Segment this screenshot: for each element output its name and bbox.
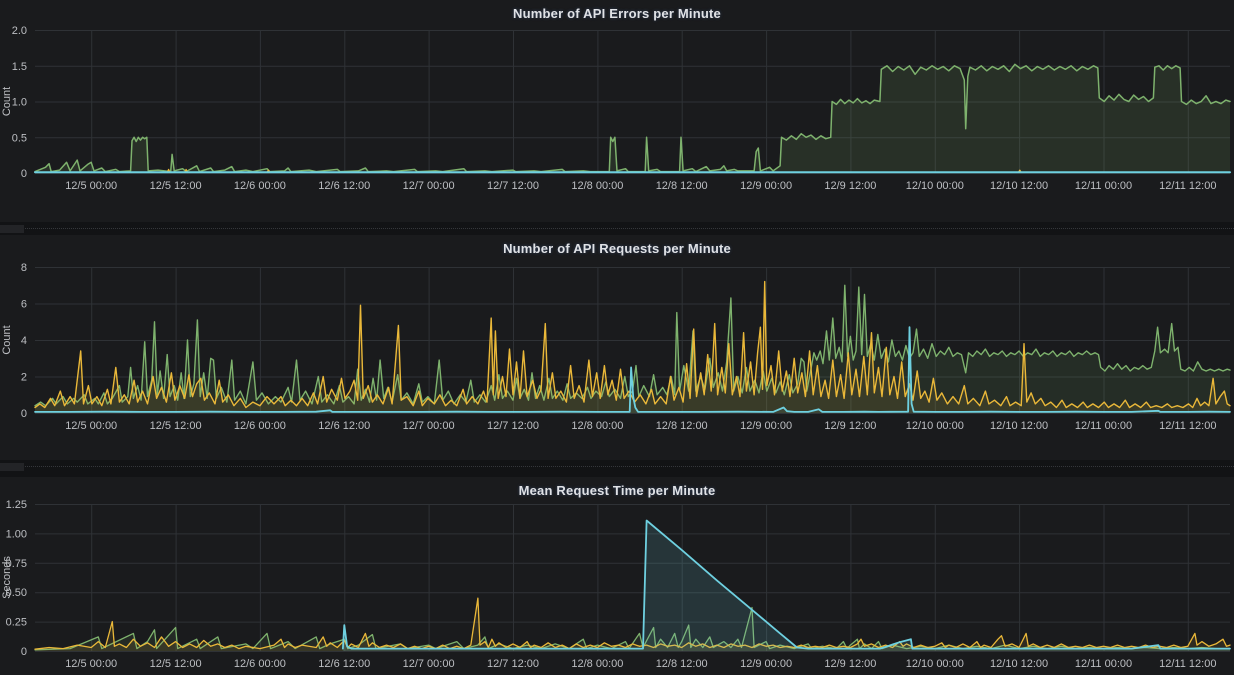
x-tick-label: 12/5 12:00 [150, 180, 202, 192]
x-tick-label: 12/11 12:00 [1159, 658, 1216, 670]
x-tick-label: 12/7 00:00 [403, 420, 455, 432]
y-tick-label: 0.25 [6, 617, 27, 629]
mean-request-time-chart[interactable]: 0 0.25 0.50 0.75 1.00 1.25 12/5 00:00 12/5 12:0… [0, 477, 1234, 675]
series-line-yellow [34, 280, 1231, 409]
y-tick-label: 0.5 [12, 132, 27, 144]
x-tick-label: 12/8 12:00 [656, 658, 708, 670]
y-tick-label: 2 [21, 372, 27, 384]
x-tick-label: 12/10 12:00 [990, 658, 1048, 670]
axis-labels: 0 0.25 0.50 0.75 1.00 1.25 12/5 00:00 12/5 12:0… [1, 499, 1216, 670]
x-tick-label: 12/8 00:00 [571, 180, 623, 192]
x-tick-label: 12/5 00:00 [65, 420, 117, 432]
x-tick-label: 12/10 00:00 [906, 180, 964, 192]
series-line-green [34, 284, 1231, 407]
series-group [34, 280, 1231, 413]
y-tick-label: 0.75 [6, 558, 27, 570]
y-axis-label: Seconds [1, 556, 13, 599]
x-tick-label: 12/9 00:00 [740, 658, 792, 670]
x-tick-label: 12/9 12:00 [824, 658, 876, 670]
x-tick-label: 12/10 12:00 [990, 180, 1048, 192]
series-line-yellow [34, 597, 1231, 650]
y-axis-label: Count [1, 325, 13, 354]
x-tick-label: 12/10 00:00 [906, 658, 964, 670]
panel-title-mean-request-time[interactable]: Mean Request Time per Minute [518, 483, 716, 498]
y-axis-label: Count [1, 87, 13, 116]
panel-api-errors: Number of API Errors per Minute 0 0.5 1.0 1… [0, 0, 1234, 222]
y-tick-label: 4 [21, 335, 27, 347]
y-tick-label: 0.50 [6, 587, 27, 599]
y-tick-label: 0 [21, 408, 27, 420]
x-tick-label: 12/5 00:00 [65, 658, 117, 670]
x-tick-label: 12/7 00:00 [403, 180, 455, 192]
row-collapse-handle[interactable] [0, 463, 24, 471]
x-tick-label: 12/5 12:00 [150, 658, 202, 670]
y-tick-label: 1.25 [6, 499, 27, 511]
x-tick-label: 12/8 00:00 [571, 658, 623, 670]
panel-mean-request-time: Mean Request Time per Minute 0 0.25 0.50 0.… [0, 477, 1234, 675]
row-divider-dots [0, 466, 1234, 467]
series-fill-green [35, 285, 1230, 413]
x-tick-label: 12/6 00:00 [234, 420, 286, 432]
x-tick-label: 12/8 12:00 [656, 180, 708, 192]
panel-title-api-errors[interactable]: Number of API Errors per Minute [513, 6, 721, 21]
axis-labels: 0 0.5 1.0 1.5 2.0 12/5 00:00 12/5 12:00 12/6 00… [1, 25, 1216, 192]
x-tick-label: 12/7 12:00 [487, 658, 539, 670]
series-line-cyan [34, 326, 1231, 413]
x-tick-label: 12/9 12:00 [824, 180, 876, 192]
x-tick-label: 12/9 12:00 [824, 420, 876, 432]
row-divider-dots [0, 228, 1234, 229]
gridlines [35, 504, 1230, 652]
y-tick-label: 0 [21, 646, 27, 658]
api-errors-chart[interactable]: 0 0.5 1.0 1.5 2.0 12/5 00:00 12/5 12:00 12/6 00… [0, 0, 1234, 222]
row-collapse-handle[interactable] [0, 225, 24, 233]
x-tick-label: 12/7 12:00 [487, 180, 539, 192]
y-tick-label: 1.00 [6, 528, 27, 540]
x-tick-label: 12/6 00:00 [234, 180, 286, 192]
x-tick-label: 12/8 12:00 [656, 420, 708, 432]
x-tick-label: 12/9 00:00 [740, 420, 792, 432]
row-divider[interactable] [0, 460, 1234, 477]
x-tick-label: 12/11 12:00 [1159, 180, 1216, 192]
panel-api-requests: Number of API Requests per Minute 0 2 4 6 8 1… [0, 235, 1234, 460]
series-fill-yellow [35, 281, 1230, 413]
x-tick-label: 12/6 12:00 [318, 658, 370, 670]
x-tick-label: 12/8 00:00 [571, 420, 623, 432]
y-tick-label: 1.5 [12, 61, 27, 73]
x-tick-label: 12/9 00:00 [740, 180, 792, 192]
y-tick-label: 8 [21, 262, 27, 274]
series-group [34, 63, 1231, 174]
y-tick-label: 1.0 [12, 97, 27, 109]
x-tick-label: 12/11 00:00 [1075, 420, 1132, 432]
x-tick-label: 12/5 00:00 [65, 180, 117, 192]
series-fill-green [35, 64, 1230, 173]
x-tick-label: 12/10 00:00 [906, 420, 964, 432]
x-tick-label: 12/11 00:00 [1075, 180, 1132, 192]
x-tick-label: 12/10 12:00 [990, 420, 1048, 432]
y-tick-label: 6 [21, 299, 27, 311]
series-line-cyan [341, 519, 1231, 650]
series-group [34, 519, 1231, 651]
y-tick-label: 0 [21, 168, 27, 180]
axis-labels: 0 2 4 6 8 12/5 00:00 12/5 12:00 12/6 00:00 12/6 … [1, 262, 1216, 432]
x-tick-label: 12/7 12:00 [487, 420, 539, 432]
x-tick-label: 12/6 12:00 [318, 420, 370, 432]
x-tick-label: 12/6 00:00 [234, 658, 286, 670]
x-tick-label: 12/7 00:00 [403, 658, 455, 670]
api-requests-chart[interactable]: 0 2 4 6 8 12/5 00:00 12/5 12:00 12/6 00:00 12/6 … [0, 235, 1234, 460]
series-line-green [34, 63, 1231, 173]
x-tick-label: 12/11 00:00 [1075, 658, 1132, 670]
y-tick-label: 2.0 [12, 25, 27, 37]
panel-title-api-requests[interactable]: Number of API Requests per Minute [503, 241, 731, 256]
row-divider[interactable] [0, 222, 1234, 235]
x-tick-label: 12/6 12:00 [318, 180, 370, 192]
x-tick-label: 12/11 12:00 [1159, 420, 1216, 432]
x-tick-label: 12/5 12:00 [150, 420, 202, 432]
